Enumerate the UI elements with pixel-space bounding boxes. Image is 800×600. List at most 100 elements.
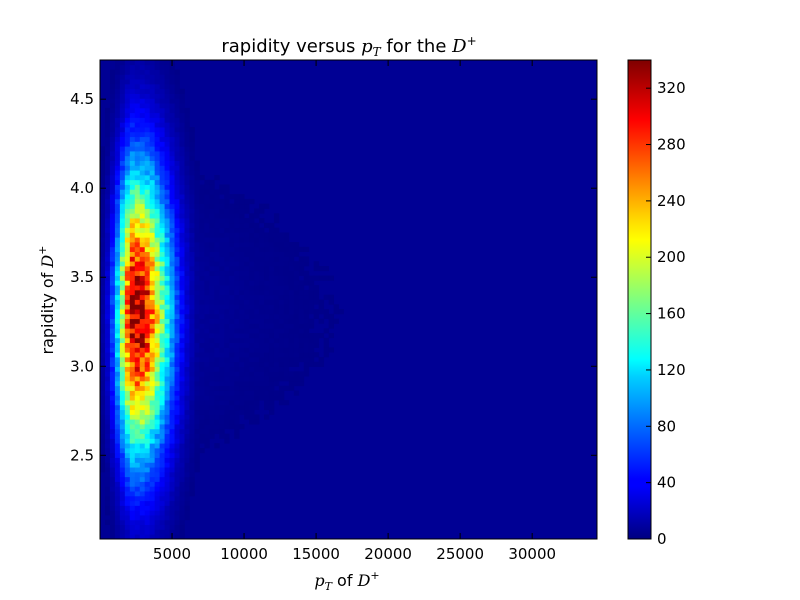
heatmap-bin bbox=[184, 337, 190, 344]
heatmap-bin bbox=[209, 342, 215, 348]
heatmap-bin bbox=[174, 88, 180, 94]
heatmap-bin bbox=[104, 218, 111, 224]
heatmap-bin bbox=[139, 471, 146, 478]
heatmap-bin bbox=[239, 208, 245, 214]
heatmap-bin bbox=[139, 222, 146, 229]
heatmap-bin bbox=[144, 299, 151, 305]
heatmap-bin bbox=[109, 371, 116, 377]
heatmap-bin bbox=[139, 107, 146, 114]
heatmap-bin bbox=[219, 270, 225, 276]
heatmap-bin bbox=[184, 122, 190, 128]
heatmap-bin bbox=[293, 294, 300, 300]
heatmap-bin bbox=[244, 242, 250, 248]
heatmap-bin bbox=[109, 380, 116, 387]
heatmap-bin bbox=[144, 151, 151, 157]
heatmap-bin bbox=[234, 198, 240, 205]
heatmap-bin bbox=[154, 438, 161, 444]
heatmap-bin bbox=[114, 194, 121, 200]
heatmap-bin bbox=[288, 352, 295, 358]
heatmap-bin bbox=[239, 194, 245, 200]
heatmap-bin bbox=[264, 299, 270, 305]
heatmap-bin bbox=[184, 184, 190, 190]
heatmap-bin bbox=[104, 294, 111, 300]
heatmap-bin bbox=[204, 376, 210, 382]
heatmap-bin bbox=[114, 486, 121, 492]
heatmap-bin bbox=[249, 285, 255, 291]
heatmap-bin bbox=[149, 242, 156, 248]
heatmap-bin bbox=[219, 251, 225, 257]
heatmap-bin bbox=[189, 184, 195, 190]
heatmap-bin bbox=[224, 390, 230, 396]
heatmap-bin bbox=[194, 361, 200, 367]
heatmap-bin bbox=[244, 285, 250, 291]
heatmap-bin bbox=[268, 333, 275, 339]
heatmap-bin bbox=[199, 232, 205, 238]
heatmap-bin bbox=[134, 170, 141, 176]
heatmap-bin bbox=[199, 227, 205, 233]
heatmap-bin bbox=[184, 471, 190, 478]
heatmap-bin bbox=[159, 60, 166, 66]
heatmap-bin bbox=[109, 98, 116, 104]
heatmap-bin bbox=[114, 371, 121, 377]
heatmap-bin bbox=[124, 524, 131, 530]
heatmap-bin bbox=[124, 433, 131, 439]
heatmap-bin bbox=[149, 198, 156, 205]
heatmap-bin bbox=[164, 198, 170, 205]
heatmap-bin bbox=[149, 213, 156, 219]
heatmap-bin bbox=[298, 246, 305, 252]
heatmap-bin bbox=[139, 452, 146, 458]
heatmap-bin bbox=[199, 299, 205, 305]
heatmap-bin bbox=[259, 366, 265, 372]
heatmap-bin bbox=[134, 64, 141, 70]
heatmap-bin bbox=[159, 289, 166, 296]
heatmap-bin bbox=[139, 83, 146, 90]
heatmap-bin bbox=[104, 491, 111, 497]
heatmap-bin bbox=[174, 289, 180, 296]
heatmap-bin bbox=[189, 227, 195, 233]
heatmap-bin bbox=[264, 203, 270, 209]
heatmap-bin bbox=[189, 313, 195, 320]
heatmap-bin bbox=[114, 265, 121, 272]
heatmap-bin bbox=[164, 438, 170, 444]
heatmap-bin bbox=[124, 83, 131, 90]
heatmap-bin bbox=[254, 251, 260, 257]
heatmap-bin bbox=[114, 524, 121, 530]
heatmap-bin bbox=[139, 438, 146, 444]
heatmap-bin bbox=[278, 232, 285, 238]
heatmap-bin bbox=[219, 227, 225, 233]
chart-title: rapidity versus pT for the D+ bbox=[221, 34, 476, 59]
heatmap-bin bbox=[129, 155, 136, 161]
heatmap-bin bbox=[154, 376, 161, 382]
heatmap-bin bbox=[149, 486, 156, 492]
heatmap-bin bbox=[134, 107, 141, 114]
heatmap-bin bbox=[139, 524, 146, 530]
heatmap-bin bbox=[174, 179, 180, 185]
heatmap-bin bbox=[194, 160, 200, 166]
heatmap-bin bbox=[129, 438, 136, 444]
heatmap-bin bbox=[104, 395, 111, 401]
heatmap-bin bbox=[134, 414, 141, 420]
heatmap-bin bbox=[234, 294, 240, 300]
heatmap-bin bbox=[214, 313, 220, 320]
heatmap-bin bbox=[129, 404, 136, 411]
heatmap-bin bbox=[144, 438, 151, 444]
heatmap-bin bbox=[144, 74, 151, 80]
heatmap-bin bbox=[179, 323, 185, 329]
heatmap-bin bbox=[114, 352, 121, 358]
heatmap-bin bbox=[129, 419, 136, 425]
heatmap-bin bbox=[154, 127, 161, 133]
heatmap-bin bbox=[229, 299, 235, 305]
heatmap-bin bbox=[104, 270, 111, 276]
heatmap-bin bbox=[114, 462, 121, 468]
heatmap-bin bbox=[119, 208, 126, 214]
heatmap-bin bbox=[139, 136, 146, 142]
heatmap-bin bbox=[194, 232, 200, 238]
heatmap-bin bbox=[229, 419, 235, 425]
heatmap-bin bbox=[149, 127, 156, 133]
heatmap-bin bbox=[149, 356, 156, 363]
heatmap-bin bbox=[254, 242, 260, 248]
heatmap-bin bbox=[189, 380, 195, 387]
heatmap-bin bbox=[259, 203, 265, 209]
heatmap-bin bbox=[114, 419, 121, 425]
heatmap-bin bbox=[114, 395, 121, 401]
